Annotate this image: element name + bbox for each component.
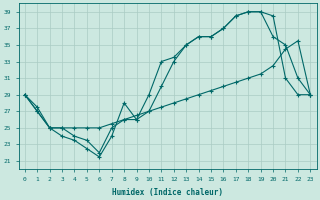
X-axis label: Humidex (Indice chaleur): Humidex (Indice chaleur) (112, 188, 223, 197)
